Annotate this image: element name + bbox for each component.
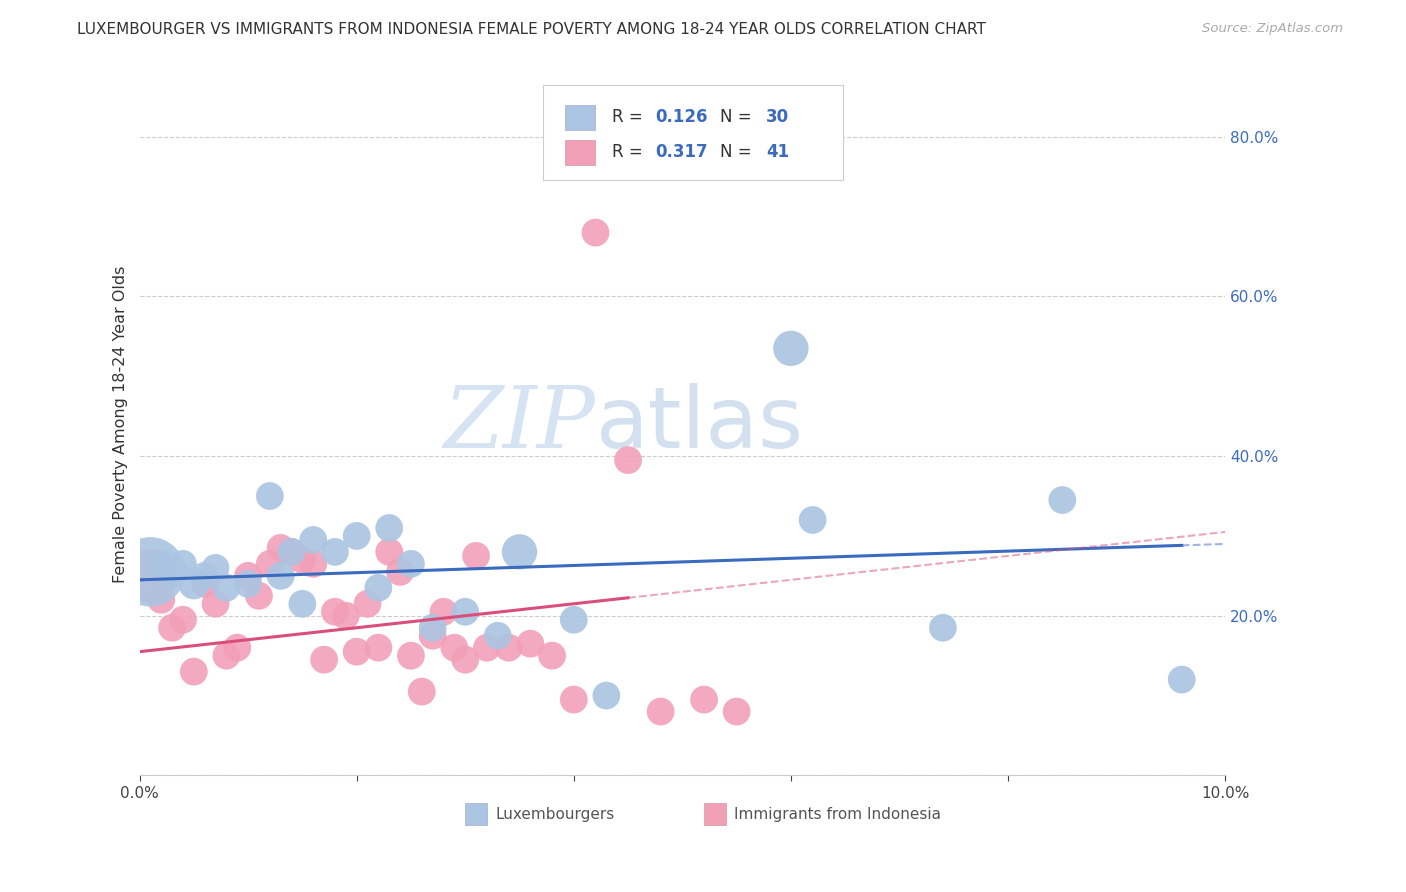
Text: atlas: atlas (596, 383, 803, 466)
Point (215, 648, 238, 663)
Point (346, 645, 368, 659)
Point (378, 545, 401, 559)
FancyBboxPatch shape (565, 104, 596, 130)
Point (422, 621, 444, 635)
Point (454, 653, 477, 667)
Text: 0.126: 0.126 (655, 108, 707, 127)
Point (172, 557, 194, 571)
Point (236, 577, 259, 591)
FancyBboxPatch shape (543, 85, 844, 180)
Point (693, 692, 716, 706)
Point (291, 553, 314, 567)
Point (236, 569, 259, 583)
Text: 0.317: 0.317 (655, 144, 707, 161)
Point (378, 521, 401, 535)
Point (432, 605, 454, 619)
Point (194, 569, 217, 583)
Point (226, 640, 249, 655)
Point (801, 513, 824, 527)
FancyBboxPatch shape (565, 140, 596, 165)
Point (932, 621, 955, 635)
Point (323, 605, 346, 619)
Point (650, 705, 672, 719)
Y-axis label: Female Poverty Among 18-24 Year Olds: Female Poverty Among 18-24 Year Olds (114, 266, 128, 582)
Text: LUXEMBOURGER VS IMMIGRANTS FROM INDONESIA FEMALE POVERTY AMONG 18-24 YEAR OLDS C: LUXEMBOURGER VS IMMIGRANTS FROM INDONESI… (77, 22, 986, 37)
Point (183, 665, 205, 679)
Text: Luxembourgers: Luxembourgers (496, 806, 614, 822)
FancyBboxPatch shape (465, 804, 486, 824)
Point (595, 689, 617, 703)
Point (280, 545, 302, 559)
Text: 30: 30 (766, 108, 789, 127)
Point (150, 557, 173, 571)
Point (399, 648, 422, 663)
Text: ZIP: ZIP (444, 383, 596, 466)
Point (160, 621, 183, 635)
Point (259, 557, 281, 571)
Point (454, 605, 477, 619)
Text: N =: N = (720, 108, 758, 127)
Point (443, 640, 465, 655)
Point (725, 705, 748, 719)
Point (302, 533, 325, 547)
Point (204, 561, 226, 575)
Point (422, 629, 444, 643)
Point (411, 684, 433, 698)
Point (160, 565, 183, 579)
Point (389, 565, 412, 579)
Point (194, 577, 217, 591)
Point (139, 565, 162, 579)
Point (519, 637, 541, 651)
Point (486, 629, 509, 643)
Point (302, 557, 325, 571)
Point (183, 577, 205, 591)
Point (585, 226, 607, 240)
FancyBboxPatch shape (704, 804, 725, 824)
Text: Immigrants from Indonesia: Immigrants from Indonesia (734, 806, 942, 822)
Point (399, 557, 422, 571)
Point (270, 541, 292, 555)
Point (617, 453, 640, 467)
Point (475, 640, 498, 655)
Point (367, 581, 389, 595)
Point (465, 549, 488, 563)
Point (1052, 493, 1074, 508)
Point (562, 692, 585, 706)
Point (139, 569, 162, 583)
Point (1170, 673, 1192, 687)
Text: R =: R = (612, 108, 648, 127)
Point (541, 648, 564, 663)
Point (270, 569, 292, 583)
Point (215, 581, 238, 595)
Text: N =: N = (720, 144, 758, 161)
Point (508, 545, 530, 559)
Text: 41: 41 (766, 144, 789, 161)
Point (562, 613, 585, 627)
Text: R =: R = (612, 144, 648, 161)
Point (204, 597, 226, 611)
Point (356, 597, 378, 611)
Point (291, 597, 314, 611)
Point (780, 342, 803, 356)
Point (367, 640, 389, 655)
Point (346, 529, 368, 543)
Point (498, 640, 520, 655)
Point (172, 613, 194, 627)
Point (247, 589, 270, 603)
Point (335, 608, 357, 623)
Text: Source: ZipAtlas.com: Source: ZipAtlas.com (1202, 22, 1343, 36)
Point (280, 545, 302, 559)
Point (314, 653, 336, 667)
Point (150, 592, 173, 607)
Point (259, 489, 281, 503)
Point (323, 545, 346, 559)
